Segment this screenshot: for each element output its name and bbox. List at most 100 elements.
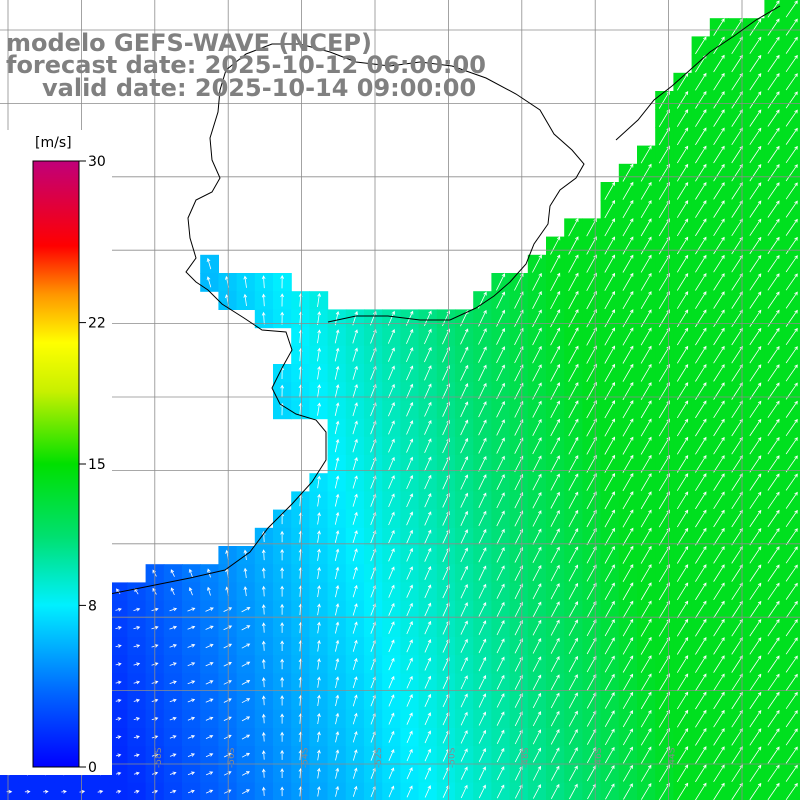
wind-arrow: [550, 363, 560, 382]
wind-cell: [637, 236, 656, 256]
wind-arrow: [352, 438, 358, 453]
wind-arrow: [496, 601, 505, 617]
wind-cell: [564, 436, 583, 456]
wind-cell: [746, 600, 765, 620]
wind-arrow: [640, 709, 652, 728]
wind-arrow: [424, 401, 432, 417]
wind-cell: [236, 746, 256, 765]
wind-cell: [673, 400, 693, 420]
wind-arrow: [713, 218, 725, 237]
wind-arrow: [241, 643, 251, 649]
wind-cell: [491, 564, 511, 583]
wind-cell: [236, 618, 256, 638]
wind-cell: [600, 436, 620, 456]
wind-cell: [455, 764, 474, 784]
wind-arrow: [676, 272, 689, 291]
wind-cell: [709, 163, 729, 183]
wind-cell: [655, 382, 674, 401]
wind-arrow: [640, 545, 652, 564]
wind-arrow: [695, 72, 707, 91]
wind-arrow: [640, 218, 652, 237]
wind-arrow: [496, 547, 505, 563]
wind-cell: [618, 491, 638, 511]
wind-arrow: [713, 582, 725, 601]
wind-arrow: [532, 711, 542, 727]
wind-cell: [618, 436, 638, 456]
wind-arrow: [695, 454, 707, 473]
wind-cell: [491, 491, 511, 511]
wind-cell: [782, 782, 800, 800]
wind-cell: [600, 473, 620, 492]
wind-cell: [709, 200, 729, 219]
wind-arrow: [749, 582, 762, 600]
wind-arrow: [695, 145, 707, 164]
wind-cell: [691, 91, 711, 110]
wind-cell: [582, 418, 602, 438]
wind-cell: [691, 36, 711, 56]
wind-arrow: [568, 564, 578, 582]
wind-arrow: [658, 691, 670, 710]
wind-cell: [473, 400, 492, 420]
wind-cell: [655, 509, 674, 529]
wind-arrow: [243, 275, 248, 288]
wind-cell: [673, 345, 693, 365]
wind-arrow: [676, 181, 689, 200]
wind-arrow: [187, 789, 195, 794]
wind-arrow: [388, 584, 395, 598]
wind-cell: [746, 291, 765, 310]
wind-arrow: [749, 273, 762, 291]
wind-arrow: [676, 145, 689, 164]
wind-arrow: [261, 567, 266, 579]
wind-cell: [691, 218, 711, 238]
wind-arrow: [568, 546, 579, 564]
wind-arrow: [676, 655, 689, 673]
wind-arrow: [695, 691, 707, 710]
wind-arrow: [767, 236, 780, 255]
wind-cell: [655, 218, 674, 238]
wind-arrow: [622, 764, 633, 782]
wind-cell: [491, 400, 511, 420]
wind-cell: [455, 564, 474, 583]
wind-arrow: [767, 728, 780, 746]
wind-arrow: [749, 18, 762, 36]
wind-arrow: [352, 310, 358, 326]
wind-arrow: [604, 582, 615, 600]
wind-cell: [637, 527, 656, 547]
wind-cell: [655, 600, 674, 620]
wind-cell: [691, 600, 711, 620]
wind-arrow: [695, 545, 707, 564]
wind-arrow: [785, 564, 798, 582]
wind-arrow: [568, 272, 579, 291]
wind-cell: [673, 691, 693, 711]
wind-arrow: [713, 746, 725, 764]
wind-arrow: [317, 585, 321, 598]
wind-cell: [655, 364, 674, 383]
wind-cell: [728, 436, 747, 456]
wind-arrow: [424, 712, 432, 726]
wind-arrow: [749, 691, 762, 710]
wind-cell: [728, 163, 747, 183]
wind-cell: [673, 618, 693, 638]
wind-cell: [709, 54, 729, 74]
wind-cell: [600, 254, 620, 274]
wind-cell: [637, 637, 656, 656]
wind-arrow: [514, 437, 524, 454]
wind-arrow: [424, 419, 432, 435]
wind-cell: [527, 709, 547, 729]
wind-arrow: [586, 236, 597, 255]
wind-arrow: [280, 658, 285, 670]
wind-arrow: [223, 661, 232, 667]
wind-arrow: [205, 716, 214, 721]
wind-arrow: [406, 566, 413, 580]
wind-arrow: [713, 418, 725, 437]
wind-arrow: [622, 236, 634, 255]
wind-arrow: [640, 163, 652, 182]
wind-arrow: [243, 586, 248, 597]
wind-arrow: [514, 419, 524, 436]
wind-arrow: [514, 546, 523, 563]
wind-arrow: [767, 54, 780, 73]
wind-cell: [728, 473, 747, 492]
wind-arrow: [713, 236, 725, 255]
wind-arrow: [713, 182, 725, 200]
wind-arrow: [604, 418, 616, 437]
